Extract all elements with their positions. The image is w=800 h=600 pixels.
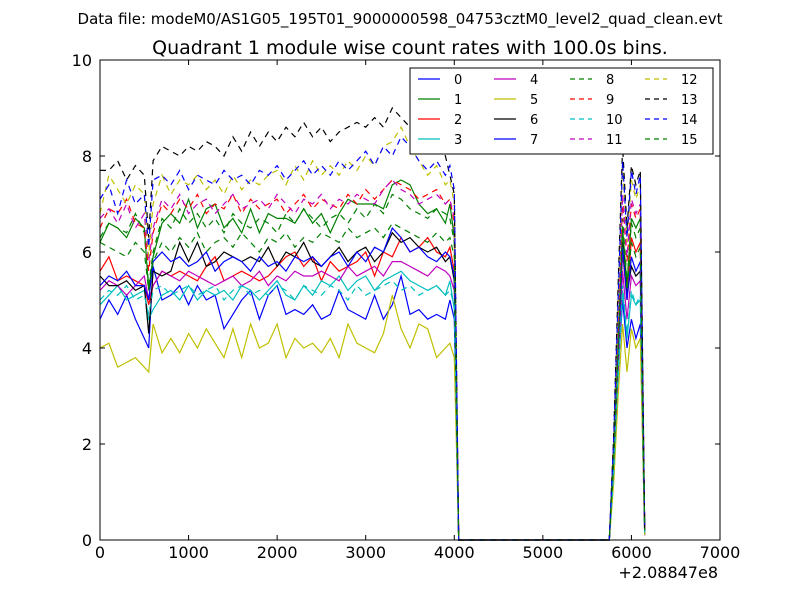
figure-title: Data file: modeM0/AS1G05_195T01_90000005…	[78, 10, 723, 29]
x-tick-label: 7000	[700, 543, 741, 562]
x-offset-label: +2.08847e8	[618, 563, 718, 582]
legend-label-14: 14	[681, 113, 698, 128]
x-tick-label: 2000	[257, 543, 298, 562]
legend-label-15: 15	[681, 133, 698, 148]
legend-label-7: 7	[530, 133, 538, 148]
chart-title: Quadrant 1 module wise count rates with …	[152, 37, 668, 59]
legend-label-4: 4	[530, 73, 538, 88]
x-tick-label: 6000	[611, 543, 652, 562]
series-line-13	[100, 106, 646, 541]
legend-label-9: 9	[606, 93, 614, 108]
y-tick-label: 0	[82, 531, 92, 550]
legend-label-3: 3	[454, 133, 462, 148]
legend-label-12: 12	[681, 73, 698, 88]
legend-label-6: 6	[530, 113, 538, 128]
legend-label-8: 8	[606, 73, 614, 88]
y-tick-label: 8	[82, 147, 92, 166]
legend-label-11: 11	[606, 133, 623, 148]
legend-label-1: 1	[454, 93, 462, 108]
x-tick-label: 4000	[434, 543, 475, 562]
y-tick-label: 10	[72, 51, 92, 70]
x-tick-label: 0	[95, 543, 105, 562]
series-line-8	[99, 193, 646, 541]
y-tick-label: 4	[82, 339, 92, 358]
y-tick-label: 2	[82, 435, 92, 454]
x-tick-label: 3000	[345, 543, 386, 562]
y-tick-label: 6	[82, 243, 92, 262]
plot-frame	[99, 59, 721, 541]
legend-label-10: 10	[606, 113, 623, 128]
x-tick-label: 1000	[168, 543, 209, 562]
legend-label-13: 13	[681, 93, 698, 108]
legend-label-0: 0	[454, 73, 462, 88]
legend-box	[409, 67, 714, 155]
legend-label-2: 2	[454, 113, 462, 128]
legend-label-5: 5	[530, 93, 538, 108]
x-tick-label: 5000	[522, 543, 563, 562]
